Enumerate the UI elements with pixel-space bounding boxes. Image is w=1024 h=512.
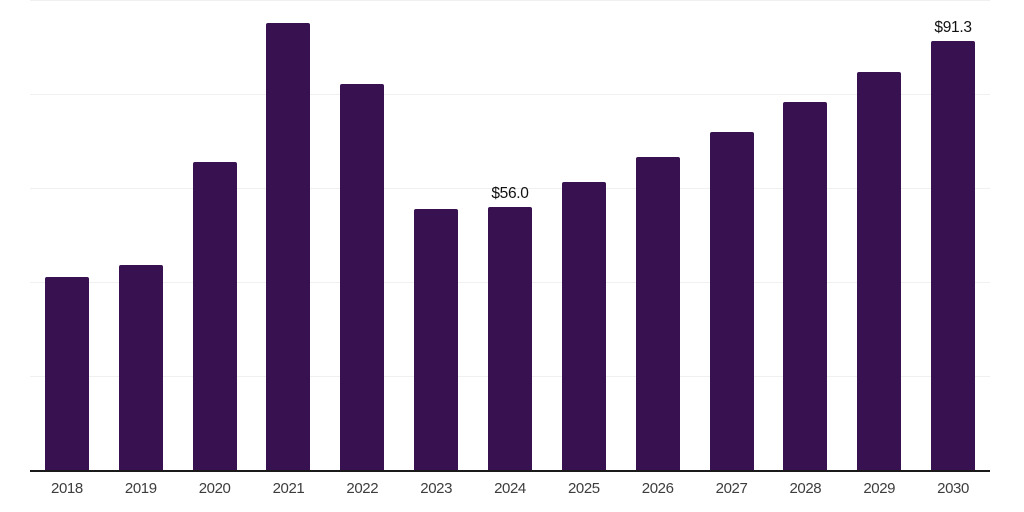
bar-slot-2019	[104, 0, 178, 472]
bar-slot-2029	[842, 0, 916, 472]
x-tick-2018: 2018	[51, 480, 83, 497]
bar-2028[interactable]	[783, 102, 828, 470]
data-label-2024: $56.0	[491, 184, 529, 202]
bar-slot-2026	[621, 0, 695, 472]
bar-slot-2025	[547, 0, 621, 472]
bar-slot-2023	[399, 0, 473, 472]
bar-slot-2030: $91.3	[916, 0, 990, 472]
x-tick-2022: 2022	[346, 480, 379, 497]
bar-2023[interactable]	[414, 208, 459, 470]
x-tick-2029: 2029	[863, 480, 896, 497]
bar-slot-2021	[252, 0, 326, 472]
gridline-80	[30, 94, 990, 95]
x-tick-2028: 2028	[789, 480, 822, 497]
x-tick-2019: 2019	[124, 480, 157, 497]
x-tick-2024: 2024	[494, 480, 526, 497]
bar-slot-2028	[768, 0, 842, 472]
x-tick-2020: 2020	[198, 480, 231, 497]
bar-slot-2020	[178, 0, 252, 472]
bar-slot-2018	[30, 0, 104, 472]
data-label-2030: $91.3	[934, 18, 972, 36]
bar-2030[interactable]	[931, 40, 976, 470]
x-tick-2025: 2025	[567, 480, 600, 497]
bar-2029[interactable]	[857, 72, 902, 470]
plot-area: $56.0 $91.3	[30, 0, 990, 472]
bar-slot-2027	[695, 0, 769, 472]
bar-2022[interactable]	[340, 83, 385, 470]
bar-2027[interactable]	[709, 132, 754, 470]
gridline-60	[30, 188, 990, 189]
bars-row: $56.0 $91.3	[30, 0, 990, 472]
bar-2019[interactable]	[118, 264, 163, 470]
bar-slot-2022	[325, 0, 399, 472]
bar-2018[interactable]	[44, 277, 89, 470]
x-axis-tick-labels: 2018 2019 2020 2021 2022 2023 2024 2025 2026 2027…	[30, 480, 990, 497]
x-tick-2026: 2026	[641, 480, 674, 497]
bar-2020[interactable]	[192, 162, 237, 470]
gridline-100	[30, 0, 990, 1]
x-tick-2021: 2021	[272, 480, 305, 497]
bar-2026[interactable]	[635, 157, 680, 470]
bar-slot-2024: $56.0	[473, 0, 547, 472]
bar-2025[interactable]	[561, 182, 606, 470]
x-tick-2030: 2030	[937, 480, 969, 497]
x-tick-2023: 2023	[420, 480, 453, 497]
bar-2024[interactable]	[487, 206, 532, 470]
bar-2021[interactable]	[266, 22, 311, 470]
x-axis-line	[30, 470, 990, 472]
x-tick-2027: 2027	[715, 480, 748, 497]
